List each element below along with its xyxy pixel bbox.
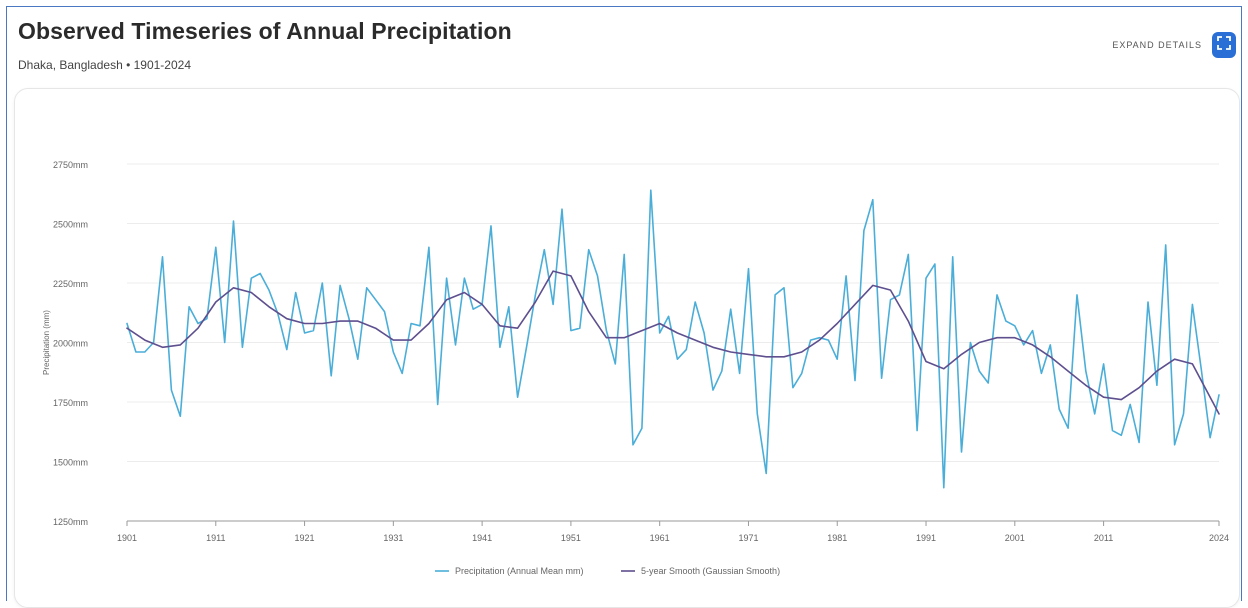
page-subtitle: Dhaka, Bangladesh • 1901-2024 [18, 58, 191, 72]
y-tick-label: 2750mm [53, 160, 88, 170]
y-tick-label: 1250mm [53, 517, 88, 527]
x-tick-label: 1961 [650, 533, 670, 543]
x-tick-label: 1981 [827, 533, 847, 543]
precipitation-line [126, 189, 1220, 489]
grid-lines [127, 163, 1219, 462]
expand-details-link[interactable]: EXPAND DETAILS [1112, 40, 1202, 50]
y-axis-title: Precipitation (mm) [42, 310, 51, 375]
x-tick-label: 1911 [206, 533, 225, 543]
y-tick-label: 2000mm [53, 339, 88, 349]
legend: Precipitation (Annual Mean mm) 5-year Smo… [435, 566, 780, 576]
legend-label: 5-year Smooth (Gaussian Smooth) [641, 566, 780, 576]
x-tick-label: 2001 [1005, 533, 1025, 543]
precipitation-chart: 1250mm 1500mm 1750mm 2000mm 2250mm 2500mm 2750… [42, 160, 1229, 576]
smooth-line [126, 270, 1220, 415]
axes: 1250mm 1500mm 1750mm 2000mm 2250mm 2500mm 2750… [42, 160, 1229, 543]
page-title: Observed Timeseries of Annual Precipitat… [18, 18, 512, 44]
x-tick-label: 1991 [916, 533, 936, 543]
x-tick-label: 1931 [383, 533, 403, 543]
series-lines [126, 189, 1220, 489]
y-tick-label: 2250mm [53, 279, 88, 289]
x-tick-label: 1921 [295, 533, 315, 543]
expand-icon [1217, 35, 1231, 55]
y-tick-label: 2500mm [53, 220, 88, 230]
x-tick-label: 1971 [738, 533, 758, 543]
y-tick-label: 1500mm [53, 458, 88, 468]
x-tick-label: 1951 [561, 533, 581, 543]
legend-label: Precipitation (Annual Mean mm) [455, 566, 584, 576]
x-tick-label: 2024 [1209, 533, 1229, 543]
expand-details-button[interactable] [1212, 32, 1236, 58]
y-tick-label: 1750mm [53, 398, 88, 408]
window-frame [6, 6, 1242, 601]
x-tick-label: 2011 [1094, 533, 1113, 543]
x-tick-label: 1901 [117, 533, 137, 543]
chart-card: 1250mm 1500mm 1750mm 2000mm 2250mm 2500mm 2750… [14, 88, 1240, 608]
x-tick-label: 1941 [472, 533, 492, 543]
